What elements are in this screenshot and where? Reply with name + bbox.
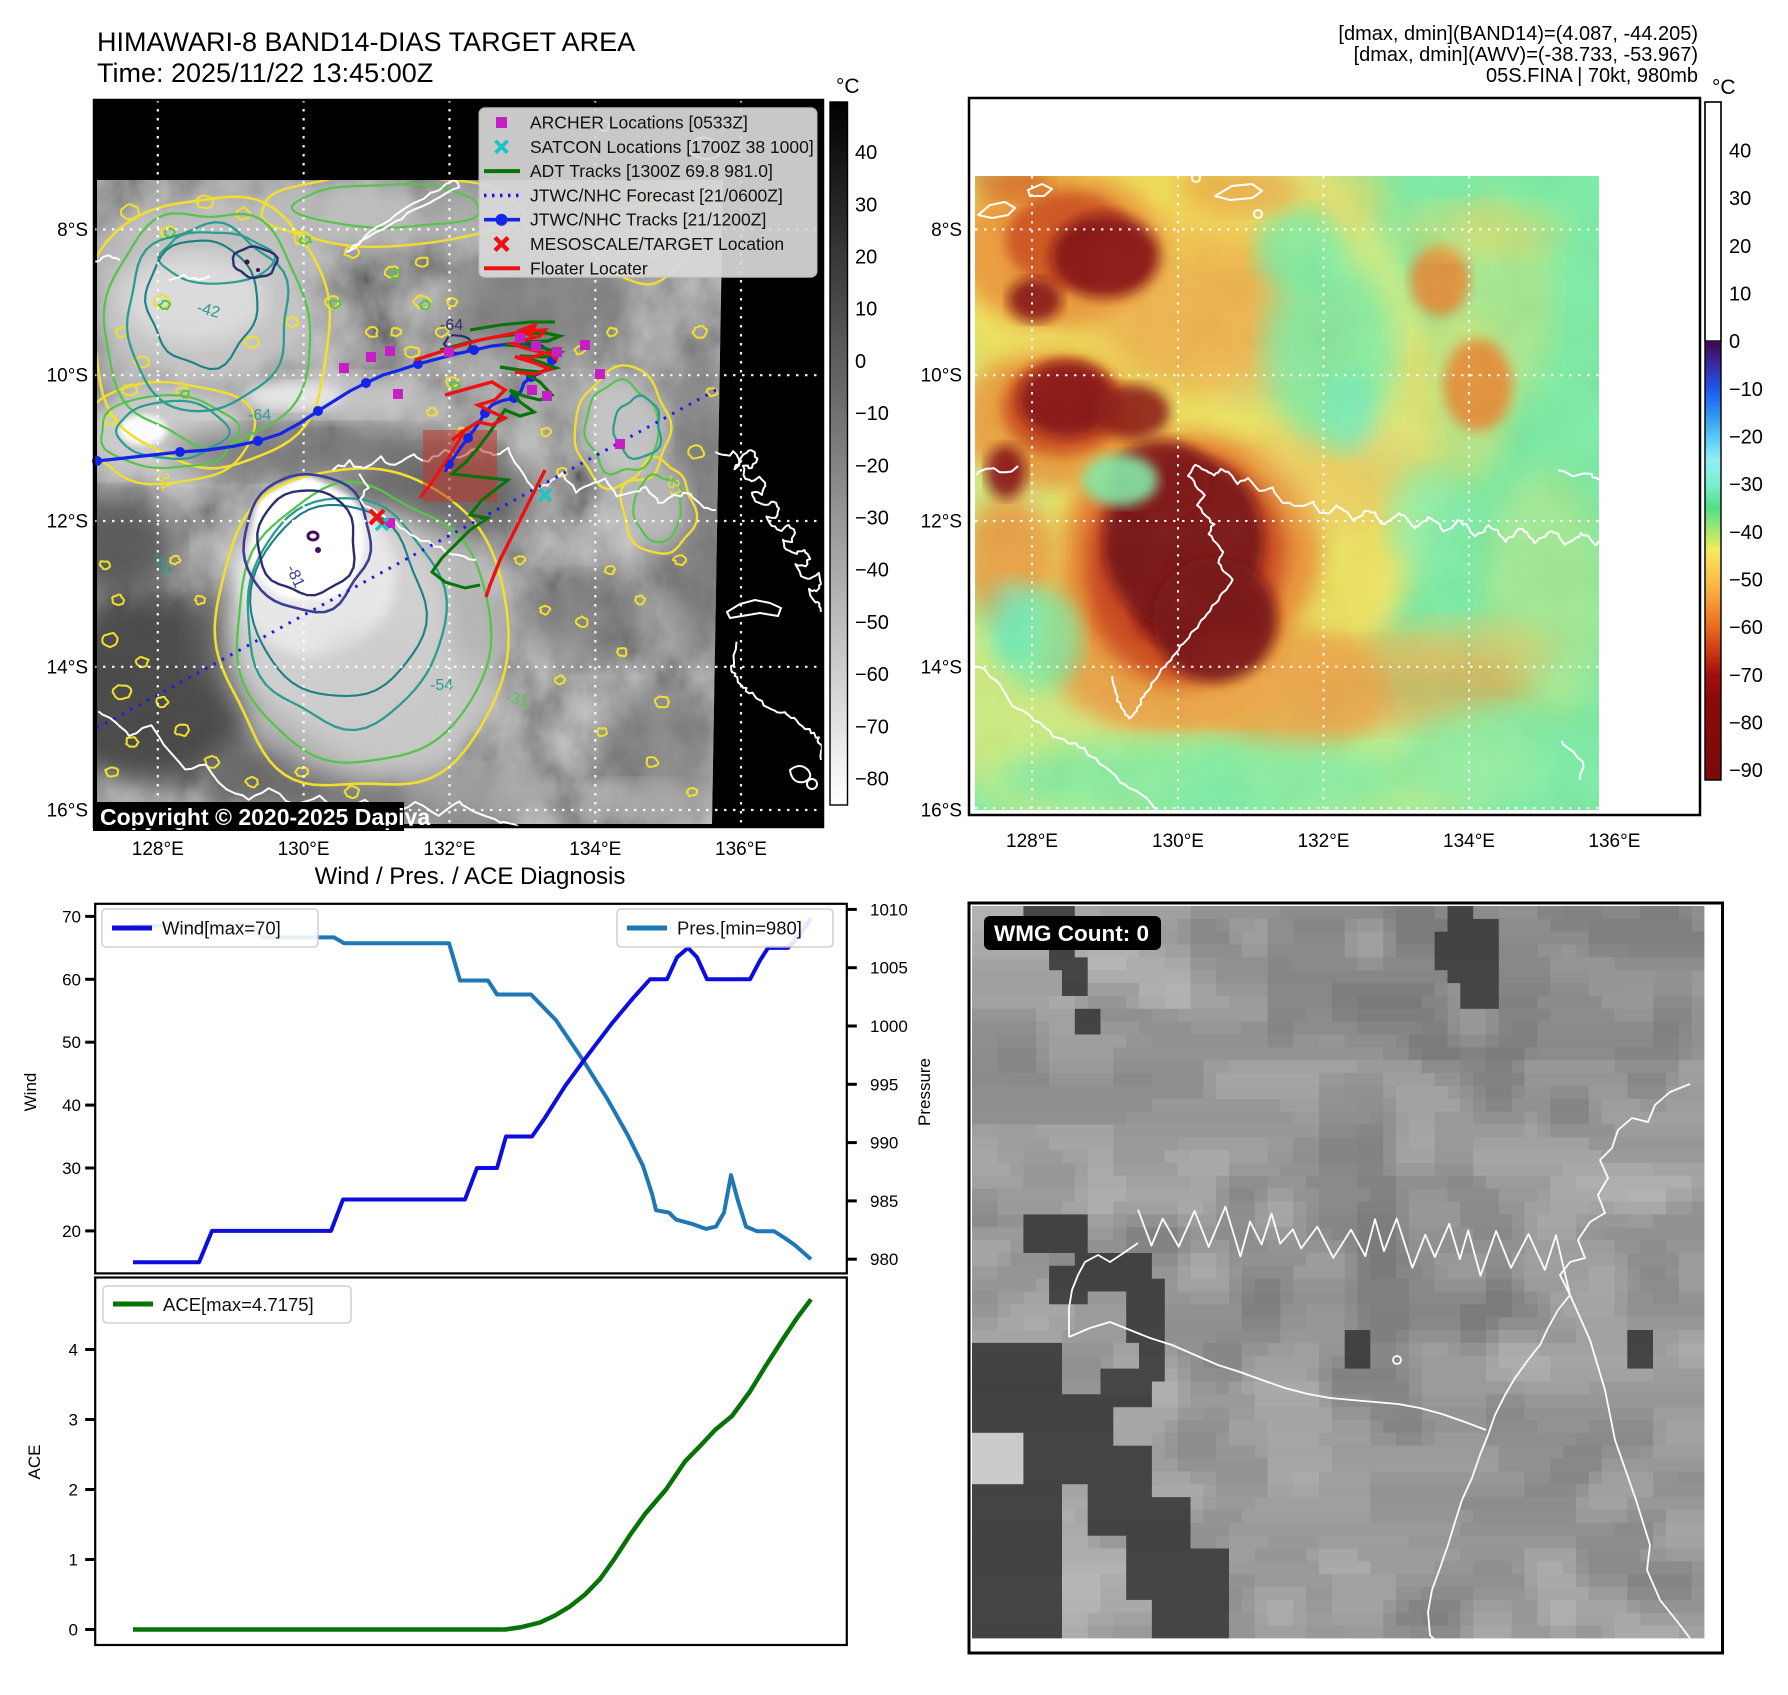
svg-text:-31: -31 [151, 466, 175, 494]
svg-text:12°S: 12°S [47, 512, 88, 533]
svg-text:30: 30 [855, 194, 877, 216]
svg-text:−80: −80 [1729, 712, 1763, 734]
svg-text:-31: -31 [662, 473, 684, 500]
svg-text:10°S: 10°S [921, 366, 962, 387]
svg-text:ACE: ACE [25, 1445, 44, 1480]
svg-text:−10: −10 [855, 403, 889, 425]
svg-text:Pres.[min=980]: Pres.[min=980] [677, 918, 802, 939]
svg-text:-64: -64 [440, 317, 463, 334]
svg-text:-64: -64 [248, 407, 271, 424]
svg-text:130°E: 130°E [278, 839, 330, 860]
svg-text:Wind / Pres. / ACE Diagnosis: Wind / Pres. / ACE Diagnosis [315, 863, 626, 890]
svg-text:ACE[max=4.7175]: ACE[max=4.7175] [163, 1294, 314, 1315]
svg-text:ARCHER Locations [0533Z]: ARCHER Locations [0533Z] [530, 113, 748, 133]
svg-text:60: 60 [62, 970, 81, 989]
svg-text:1000: 1000 [870, 1017, 908, 1036]
svg-text:MESOSCALE/TARGET Location: MESOSCALE/TARGET Location [530, 234, 784, 254]
svg-text:-31: -31 [504, 689, 530, 710]
svg-text:−20: −20 [855, 455, 889, 477]
svg-text:−60: −60 [855, 664, 889, 686]
svg-text:10°S: 10°S [47, 366, 88, 387]
svg-text:16°S: 16°S [47, 801, 88, 822]
svg-text:05S.FINA | 70kt, 980mb: 05S.FINA | 70kt, 980mb [1486, 65, 1698, 87]
svg-text:−20: −20 [1729, 427, 1763, 449]
svg-text:14°S: 14°S [47, 657, 88, 678]
svg-text:Copyright © 2020-2025 Dapiya: Copyright © 2020-2025 Dapiya [100, 804, 430, 830]
svg-text:985: 985 [870, 1192, 898, 1211]
svg-text:8°S: 8°S [57, 220, 88, 241]
svg-text:8°S: 8°S [931, 220, 962, 241]
svg-text:−30: −30 [855, 508, 889, 530]
svg-text:SATCON Locations [1700Z 38 100: SATCON Locations [1700Z 38 1000] [530, 137, 814, 157]
svg-text:−40: −40 [1729, 522, 1763, 544]
svg-text:Wind: Wind [21, 1073, 40, 1112]
svg-text:20: 20 [1729, 236, 1751, 258]
svg-text:−70: −70 [1729, 665, 1763, 687]
svg-text:°C: °C [1712, 76, 1736, 99]
svg-text:−50: −50 [1729, 569, 1763, 591]
svg-text:°C: °C [836, 75, 860, 98]
svg-text:134°E: 134°E [1443, 831, 1495, 852]
svg-text:40: 40 [855, 142, 877, 164]
svg-text:995: 995 [870, 1075, 898, 1094]
svg-text:−80: −80 [855, 769, 889, 791]
svg-text:[dmax, dmin](AWV)=(-38.733, -5: [dmax, dmin](AWV)=(-38.733, -53.967) [1354, 44, 1698, 66]
svg-text:14°S: 14°S [921, 657, 962, 678]
svg-text:136°E: 136°E [1588, 831, 1640, 852]
svg-text:70: 70 [62, 907, 81, 926]
svg-text:−40: −40 [855, 560, 889, 582]
svg-text:132°E: 132°E [1298, 831, 1350, 852]
svg-text:1005: 1005 [870, 959, 908, 978]
svg-text:3: 3 [69, 1411, 78, 1430]
svg-text:Pressure: Pressure [915, 1058, 934, 1126]
svg-text:−10: −10 [1729, 379, 1763, 401]
svg-text:Time: 2025/11/22 13:45:00Z: Time: 2025/11/22 13:45:00Z [97, 58, 433, 88]
svg-text:−90: −90 [1729, 760, 1763, 782]
svg-text:20: 20 [62, 1222, 81, 1241]
svg-text:40: 40 [62, 1096, 81, 1115]
svg-text:10: 10 [1729, 284, 1751, 306]
svg-text:−50: −50 [855, 612, 889, 634]
svg-text:-42: -42 [195, 299, 222, 321]
svg-text:16°S: 16°S [921, 801, 962, 822]
svg-text:30: 30 [62, 1159, 81, 1178]
svg-text:JTWC/NHC Tracks [21/1200Z]: JTWC/NHC Tracks [21/1200Z] [530, 210, 766, 230]
svg-text:132°E: 132°E [424, 839, 476, 860]
svg-text:ADT Tracks [1300Z 69.8 981.0]: ADT Tracks [1300Z 69.8 981.0] [530, 161, 773, 181]
svg-text:HIMAWARI-8 BAND14-DIAS TARGET: HIMAWARI-8 BAND14-DIAS TARGET AREA [97, 27, 635, 57]
svg-text:−60: −60 [1729, 617, 1763, 639]
svg-text:50: 50 [62, 1033, 81, 1052]
svg-text:-54: -54 [430, 677, 453, 694]
svg-text:JTWC/NHC Forecast [21/0600Z]: JTWC/NHC Forecast [21/0600Z] [530, 185, 783, 205]
svg-text:−70: −70 [855, 716, 889, 738]
svg-text:[dmax, dmin](BAND14)=(4.087, -: [dmax, dmin](BAND14)=(4.087, -44.205) [1338, 23, 1698, 45]
svg-text:0: 0 [69, 1621, 78, 1640]
svg-text:40: 40 [1729, 141, 1751, 163]
svg-text:1010: 1010 [870, 900, 908, 919]
svg-text:990: 990 [870, 1134, 898, 1153]
svg-text:−30: −30 [1729, 474, 1763, 496]
svg-text:136°E: 136°E [715, 839, 767, 860]
svg-text:980: 980 [870, 1250, 898, 1269]
svg-text:4: 4 [69, 1341, 78, 1360]
svg-text:20: 20 [855, 247, 877, 269]
svg-text:2: 2 [69, 1481, 78, 1500]
svg-text:128°E: 128°E [132, 839, 184, 860]
svg-text:12°S: 12°S [921, 512, 962, 533]
svg-text:Wind[max=70]: Wind[max=70] [162, 918, 281, 939]
svg-text:WMG Count: 0: WMG Count: 0 [994, 921, 1149, 946]
svg-text:30: 30 [1729, 188, 1751, 210]
svg-text:130°E: 130°E [1152, 831, 1204, 852]
svg-text:Floater Locater: Floater Locater [530, 258, 648, 278]
svg-text:0: 0 [1729, 331, 1740, 353]
svg-text:134°E: 134°E [569, 839, 621, 860]
svg-text:0: 0 [855, 351, 866, 373]
svg-text:128°E: 128°E [1006, 831, 1058, 852]
svg-text:10: 10 [855, 299, 877, 321]
svg-text:1: 1 [69, 1551, 78, 1570]
